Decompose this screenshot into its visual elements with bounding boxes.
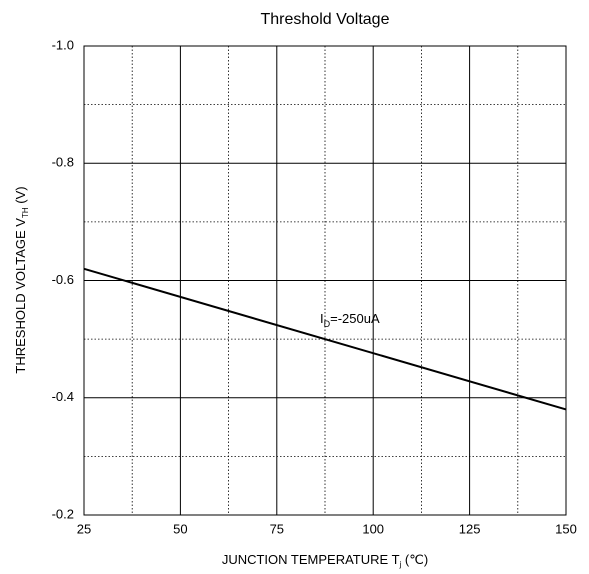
annotation-text: I <box>320 311 324 326</box>
y-axis-label-sub: TH <box>21 207 30 218</box>
y-axis-label-after: (V) <box>13 186 28 207</box>
y-tick-label: -0.4 <box>52 389 74 404</box>
x-axis-label-text: JUNCTION TEMPERATURE T <box>222 552 400 567</box>
annotation-sub: D <box>324 319 331 329</box>
x-tick-label: 150 <box>555 521 577 536</box>
y-axis-label: THRESHOLD VOLTAGE VTH (V) <box>13 186 30 373</box>
x-axis-label-sub: j <box>399 560 402 569</box>
annotation: ID=-250uA <box>320 311 380 329</box>
y-tick-label: -0.2 <box>52 506 74 521</box>
plot-frame <box>83 45 567 516</box>
x-axis-label-after: (℃) <box>401 552 428 567</box>
y-axis-label-text: THRESHOLD VOLTAGE V <box>13 218 28 374</box>
x-axis-label: JUNCTION TEMPERATURE Tj (℃) <box>222 552 428 569</box>
annotation-after: =-250uA <box>330 311 380 326</box>
y-tick-label: -1.0 <box>52 37 74 52</box>
chart-title: Threshold Voltage <box>261 11 390 28</box>
y-tick-label: -0.6 <box>52 272 74 287</box>
x-tick-label: 75 <box>270 521 284 536</box>
x-tick-label: 50 <box>173 521 187 536</box>
y-tick-label: -0.8 <box>52 155 74 170</box>
x-tick-label: 125 <box>459 521 481 536</box>
x-tick-label: 100 <box>362 521 384 536</box>
x-tick-label: 25 <box>77 521 91 536</box>
data-line <box>83 267 567 411</box>
